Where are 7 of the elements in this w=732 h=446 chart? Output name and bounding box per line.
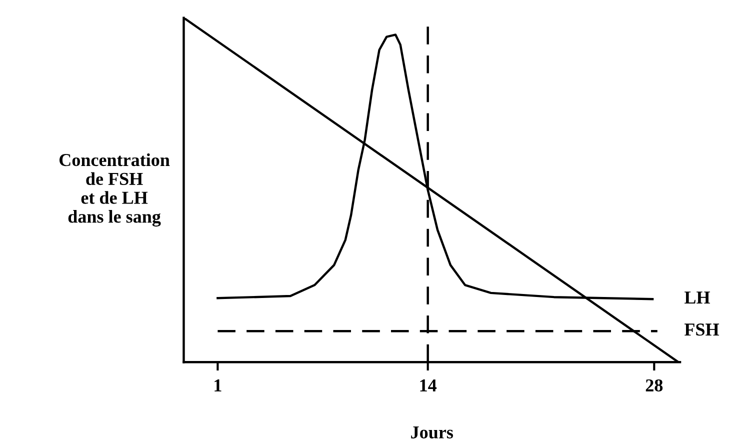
x-tick-label: 28 — [646, 379, 663, 392]
x-tick-label: 1 — [214, 379, 222, 392]
series-label: FSH — [684, 324, 720, 336]
y-axis-title: Concentration de FSH et de LH dans le sang — [60, 153, 170, 227]
x-tick-label: 14 — [420, 379, 437, 392]
x-axis-title: Jours — [411, 426, 454, 438]
series-label: LH — [684, 292, 710, 304]
